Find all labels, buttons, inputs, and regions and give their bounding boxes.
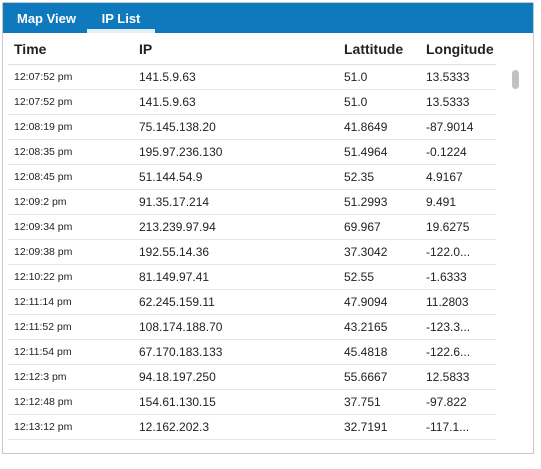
latitude-cell: 47.9094	[338, 289, 420, 315]
column-header-longitude[interactable]: Longitude	[420, 33, 496, 65]
longitude-cell: -1.6333	[420, 264, 496, 290]
table-row[interactable]: 12:10:22 pm 81.149.97.41 52.55 -1.6333	[8, 264, 496, 290]
active-tab-indicator	[87, 29, 155, 33]
latitude-cell: 51.0	[338, 89, 420, 115]
ip-cell: 91.35.17.214	[133, 189, 338, 215]
table-row[interactable]: 12:08:35 pm 195.97.236.130 51.4964 -0.1224	[8, 139, 496, 165]
table-row[interactable]: 12:07:52 pm 141.5.9.63 51.0 13.5333	[8, 64, 496, 90]
longitude-cell: 11.2803	[420, 289, 496, 315]
longitude-cell: 13.5333	[420, 89, 496, 115]
ip-cell: 67.170.183.133	[133, 339, 338, 365]
time-cell: 12:12:48 pm	[8, 389, 133, 415]
ip-cell: 51.144.54.9	[133, 164, 338, 190]
table-row[interactable]: 12:08:19 pm 75.145.138.20 41.8649 -87.9014	[8, 114, 496, 140]
longitude-cell: -117.1...	[420, 414, 496, 440]
longitude-cell: -122.0...	[420, 239, 496, 265]
ip-cell: 12.162.202.3	[133, 414, 338, 440]
table-row[interactable]: 12:09:34 pm 213.239.97.94 69.967 19.6275	[8, 214, 496, 240]
time-cell: 12:08:35 pm	[8, 139, 133, 165]
ip-cell: 108.174.188.70	[133, 314, 338, 340]
time-cell: 12:09:38 pm	[8, 239, 133, 265]
ip-cell: 192.55.14.36	[133, 239, 338, 265]
ip-cell: 62.245.159.11	[133, 289, 338, 315]
longitude-cell: -0.1224	[420, 139, 496, 165]
vertical-scrollbar[interactable]	[510, 68, 521, 456]
longitude-cell: 19.6275	[420, 214, 496, 240]
longitude-cell: 12.5833	[420, 364, 496, 390]
table-row[interactable]: 12:09:38 pm 192.55.14.36 37.3042 -122.0...	[8, 239, 496, 265]
latitude-cell: 37.3042	[338, 239, 420, 265]
longitude-cell: -97.822	[420, 389, 496, 415]
longitude-cell: 9.491	[420, 189, 496, 215]
longitude-cell: 13.5333	[420, 64, 496, 90]
time-cell: 12:07:52 pm	[8, 89, 133, 115]
time-cell: 12:07:52 pm	[8, 64, 133, 90]
ip-table: Time IP Lattitude Longitude 12:07:52 pm 1…	[8, 33, 496, 440]
tab-ip-list[interactable]: IP List	[87, 3, 155, 33]
table-row[interactable]: 12:11:52 pm 108.174.188.70 43.2165 -123.3..…	[8, 314, 496, 340]
table-row[interactable]: 12:11:54 pm 67.170.183.133 45.4818 -122.6..…	[8, 339, 496, 365]
longitude-cell: -87.9014	[420, 114, 496, 140]
longitude-cell: -122.6...	[420, 339, 496, 365]
table-row[interactable]: 12:08:45 pm 51.144.54.9 52.35 4.9167	[8, 164, 496, 190]
table-row[interactable]: 12:12:3 pm 94.18.197.250 55.6667 12.5833	[8, 364, 496, 390]
ip-cell: 195.97.236.130	[133, 139, 338, 165]
ip-cell: 213.239.97.94	[133, 214, 338, 240]
latitude-cell: 69.967	[338, 214, 420, 240]
latitude-cell: 51.0	[338, 64, 420, 90]
column-header-time[interactable]: Time	[8, 33, 133, 65]
time-cell: 12:10:22 pm	[8, 264, 133, 290]
latitude-cell: 41.8649	[338, 114, 420, 140]
time-cell: 12:11:54 pm	[8, 339, 133, 365]
time-cell: 12:09:34 pm	[8, 214, 133, 240]
tab-map-view[interactable]: Map View	[17, 11, 77, 26]
ip-cell: 81.149.97.41	[133, 264, 338, 290]
time-cell: 12:08:19 pm	[8, 114, 133, 140]
time-cell: 12:11:14 pm	[8, 289, 133, 315]
time-cell: 12:11:52 pm	[8, 314, 133, 340]
longitude-cell: -123.3...	[420, 314, 496, 340]
table-row[interactable]: 12:09:2 pm 91.35.17.214 51.2993 9.491	[8, 189, 496, 215]
column-header-ip[interactable]: IP	[133, 33, 338, 65]
latitude-cell: 51.4964	[338, 139, 420, 165]
latitude-cell: 45.4818	[338, 339, 420, 365]
time-cell: 12:08:45 pm	[8, 164, 133, 190]
ip-table-container: Time IP Lattitude Longitude 12:07:52 pm 1…	[3, 33, 533, 453]
latitude-cell: 52.35	[338, 164, 420, 190]
table-header-row: Time IP Lattitude Longitude	[8, 33, 496, 65]
ip-list-panel: Map View IP List Time IP Lattitude Longi…	[2, 2, 534, 454]
latitude-cell: 55.6667	[338, 364, 420, 390]
table-row[interactable]: 12:12:48 pm 154.61.130.15 37.751 -97.822	[8, 389, 496, 415]
ip-cell: 75.145.138.20	[133, 114, 338, 140]
time-cell: 12:09:2 pm	[8, 189, 133, 215]
ip-cell: 94.18.197.250	[133, 364, 338, 390]
tab-ip-list-label: IP List	[101, 11, 141, 26]
table-row[interactable]: 12:07:52 pm 141.5.9.63 51.0 13.5333	[8, 89, 496, 115]
column-header-latitude[interactable]: Lattitude	[338, 33, 420, 65]
table-row[interactable]: 12:11:14 pm 62.245.159.11 47.9094 11.2803	[8, 289, 496, 315]
latitude-cell: 51.2993	[338, 189, 420, 215]
longitude-cell: 4.9167	[420, 164, 496, 190]
time-cell: 12:12:3 pm	[8, 364, 133, 390]
ip-cell: 141.5.9.63	[133, 89, 338, 115]
latitude-cell: 32.7191	[338, 414, 420, 440]
table-row[interactable]: 12:13:12 pm 12.162.202.3 32.7191 -117.1...	[8, 414, 496, 440]
latitude-cell: 43.2165	[338, 314, 420, 340]
tab-bar: Map View IP List	[3, 3, 533, 33]
ip-cell: 141.5.9.63	[133, 64, 338, 90]
latitude-cell: 52.55	[338, 264, 420, 290]
time-cell: 12:13:12 pm	[8, 414, 133, 440]
ip-cell: 154.61.130.15	[133, 389, 338, 415]
scrollbar-thumb[interactable]	[512, 70, 519, 89]
latitude-cell: 37.751	[338, 389, 420, 415]
